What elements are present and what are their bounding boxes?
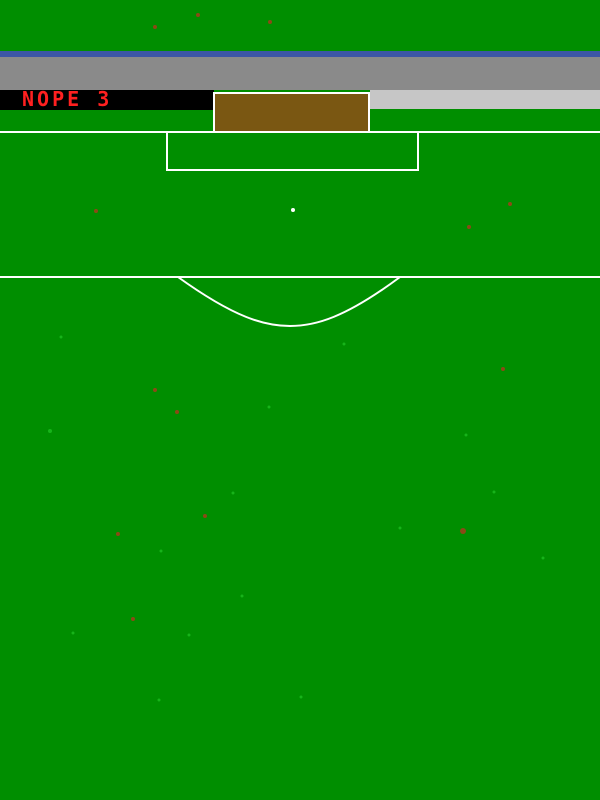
dirt-speck <box>467 225 471 229</box>
stand-blue-stripe <box>0 51 600 57</box>
dirt-speck <box>268 20 272 24</box>
dirt-speck <box>153 25 157 29</box>
grass-specks <box>48 13 545 702</box>
grass-speck <box>157 698 161 702</box>
grass-speck <box>159 549 163 553</box>
grass-speck <box>492 490 496 494</box>
penalty-arc <box>177 276 401 328</box>
penalty-spot <box>291 208 295 212</box>
scoreboard-text: NOPE 3 <box>22 87 113 111</box>
dirt-speck <box>131 617 135 621</box>
dirt-speck <box>508 202 512 206</box>
dirt-speck <box>175 410 179 414</box>
grass-speck <box>464 433 468 437</box>
dirt-speck <box>460 528 466 534</box>
dirt-speck <box>203 514 207 518</box>
goal-area-box <box>166 132 419 171</box>
stand-light-gray-ledge <box>370 90 600 109</box>
grass-speck <box>48 429 52 433</box>
dirt-speck <box>116 532 120 536</box>
stand-gray-wall <box>0 57 600 90</box>
grass-speck <box>59 335 63 339</box>
dirt-speck <box>153 388 157 392</box>
grass-speck <box>187 633 191 637</box>
grass-speck <box>541 556 545 560</box>
grass-speck <box>267 405 271 409</box>
scoreboard-panel <box>0 90 214 110</box>
grass-speck <box>398 526 402 530</box>
dirt-speck <box>196 13 200 17</box>
goal-net <box>213 92 370 133</box>
dirt-speck <box>501 367 505 371</box>
grass-speck <box>342 342 346 346</box>
grass-speck <box>231 491 235 495</box>
grass-speck <box>240 594 244 598</box>
grass-speck <box>299 695 303 699</box>
grass-speck <box>71 631 75 635</box>
dirt-speck <box>94 209 98 213</box>
